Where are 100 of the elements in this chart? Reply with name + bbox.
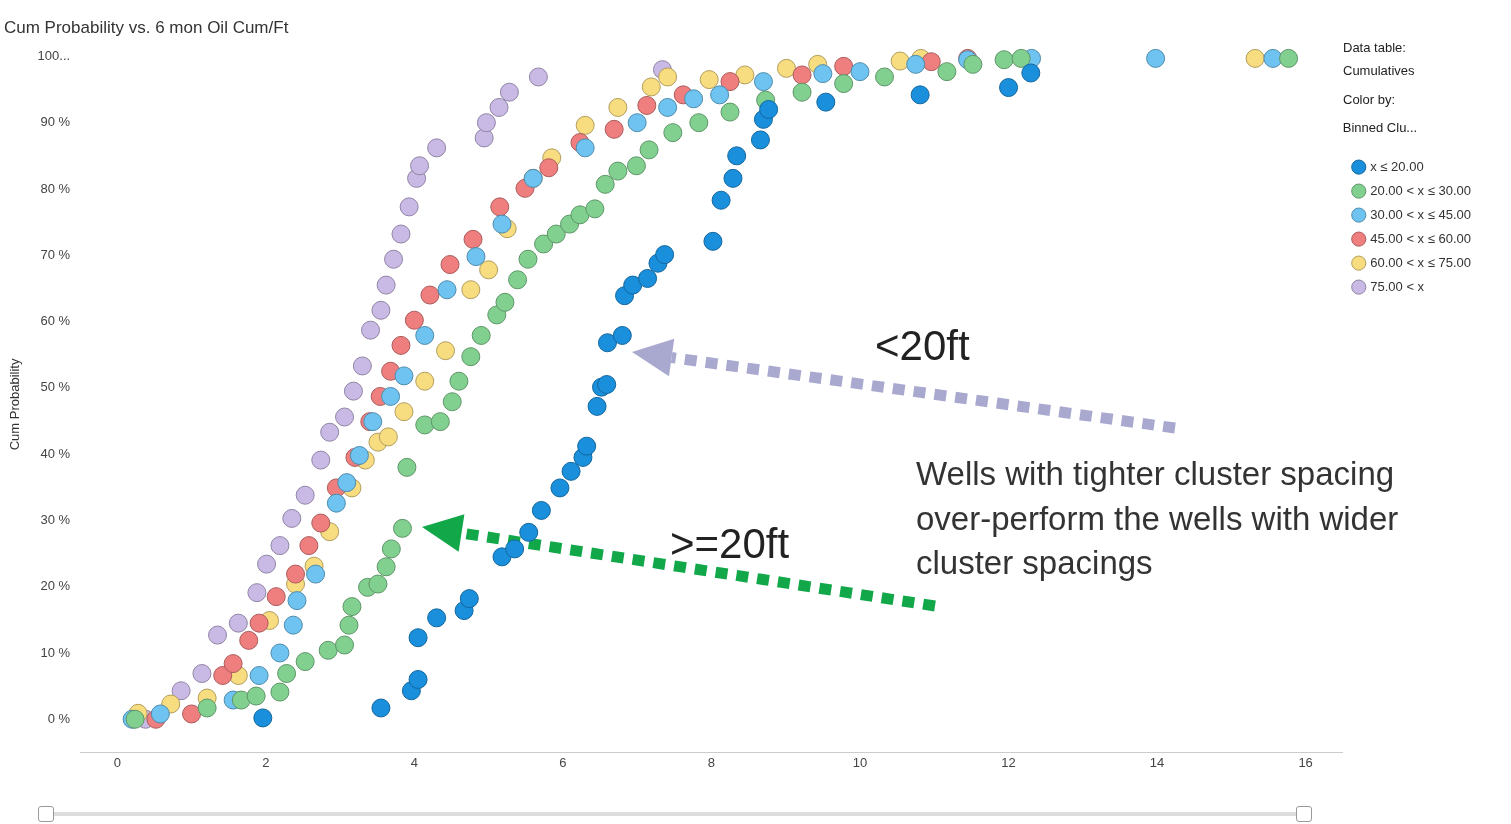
point	[727, 146, 747, 166]
point	[228, 613, 248, 633]
point	[490, 197, 510, 217]
point	[277, 664, 297, 684]
point	[479, 260, 499, 280]
annotation: Color by:	[1343, 92, 1396, 107]
point	[442, 392, 462, 412]
point	[410, 156, 430, 176]
point	[384, 249, 404, 269]
point	[813, 64, 833, 84]
point	[626, 156, 646, 176]
point	[299, 536, 319, 556]
point	[627, 113, 647, 133]
x-tick-label: 16	[1298, 754, 1313, 770]
point	[655, 245, 675, 265]
point	[585, 199, 605, 219]
point	[399, 197, 419, 217]
point	[343, 381, 363, 401]
point	[518, 249, 538, 269]
x-tick-label: 4	[410, 754, 418, 770]
point	[684, 89, 704, 109]
point	[577, 436, 597, 456]
point	[711, 190, 731, 210]
point	[689, 113, 709, 133]
point	[471, 325, 491, 345]
point	[311, 513, 331, 533]
point	[249, 666, 269, 686]
point	[720, 102, 740, 122]
point	[474, 128, 494, 148]
point	[391, 224, 411, 244]
point	[910, 85, 930, 105]
point	[378, 427, 398, 447]
point	[641, 77, 661, 97]
point	[286, 564, 306, 584]
point	[595, 174, 615, 194]
point	[531, 500, 551, 520]
point	[466, 247, 486, 267]
y-tick-label: 90 %	[40, 114, 71, 130]
point	[295, 652, 315, 672]
point	[519, 522, 539, 542]
x-tick-label: 0	[113, 754, 121, 770]
point	[834, 56, 854, 76]
point	[623, 275, 643, 295]
point	[461, 347, 481, 367]
point	[381, 386, 401, 406]
x-tick-label: 2	[262, 754, 270, 770]
point	[1263, 48, 1283, 68]
point	[150, 704, 170, 724]
point	[311, 450, 331, 470]
point	[295, 485, 315, 505]
point	[437, 280, 457, 300]
point	[404, 310, 424, 330]
point	[415, 415, 435, 435]
point	[339, 615, 359, 635]
annotation: Wells with tighter cluster spacing over-perform the wells with wider cluster spacings	[916, 454, 1400, 584]
point	[963, 54, 983, 74]
point	[266, 587, 286, 607]
point	[171, 681, 191, 701]
point	[489, 97, 509, 117]
point	[1021, 63, 1041, 83]
y-tick-label: 10 %	[40, 644, 71, 660]
point	[461, 280, 481, 300]
point	[239, 630, 259, 650]
point	[1245, 48, 1265, 68]
legend-label: 75.00 < x	[1370, 278, 1425, 294]
point	[834, 74, 854, 94]
point	[270, 643, 290, 663]
point	[231, 690, 251, 710]
point	[352, 356, 372, 376]
point	[368, 574, 388, 594]
y-tick-label: 50 %	[40, 379, 71, 395]
point	[792, 82, 812, 102]
point	[371, 698, 391, 718]
annotation: Cumulatives	[1343, 63, 1415, 78]
point	[608, 161, 628, 181]
point	[257, 554, 277, 574]
point	[608, 97, 628, 117]
point	[449, 371, 469, 391]
text: Data table:	[1343, 40, 1406, 55]
point	[570, 205, 590, 225]
point	[921, 52, 941, 72]
annotation: <20ft	[875, 322, 970, 370]
point	[408, 628, 428, 648]
point	[408, 669, 428, 689]
point	[658, 67, 678, 87]
point	[492, 214, 512, 234]
point	[505, 539, 525, 559]
point	[371, 300, 391, 320]
point	[999, 78, 1019, 98]
point	[575, 115, 595, 135]
point	[699, 70, 719, 90]
point	[604, 119, 624, 139]
point	[361, 320, 381, 340]
point	[306, 564, 326, 584]
y-tick-label: 40 %	[40, 445, 71, 461]
x-tick-label: 14	[1149, 754, 1165, 770]
point	[192, 664, 212, 684]
y-tick-label: 70 %	[40, 246, 71, 262]
point	[394, 402, 414, 422]
y-tick-label: 20 %	[40, 578, 71, 594]
